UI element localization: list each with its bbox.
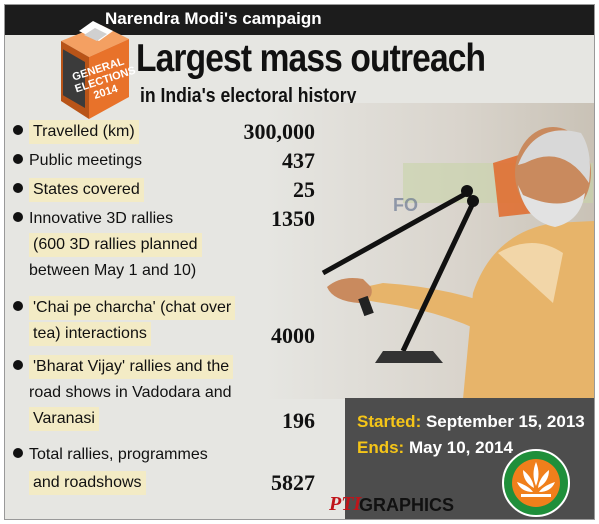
bjp-lotus-icon	[501, 448, 571, 518]
ballot-box-icon: GENERAL ELECTIONS 2014	[21, 15, 137, 125]
page-title: Largest mass outreach	[136, 37, 486, 80]
stat-value: 4000	[271, 323, 315, 348]
list-item: 'Chai pe charcha' (chat over tea) intera…	[5, 293, 335, 349]
list-item: Travelled (km) 300,000	[5, 117, 335, 144]
stat-value: 196	[282, 408, 315, 433]
list-item: Public meetings 437	[5, 146, 335, 173]
start-date: Started: September 15, 2013	[357, 412, 585, 431]
credit-text: GRAPHICS	[359, 495, 455, 515]
stat-label: Public meetings	[29, 152, 142, 169]
stat-label-line: between May 1 and 10)	[29, 262, 197, 279]
bullet-icon	[13, 301, 23, 311]
pti-logo: PTI	[329, 493, 362, 515]
infographic: Narendra Modi's campaign GENERAL ELECTIO…	[4, 4, 595, 520]
bullet-icon	[13, 154, 23, 164]
speaker-photo: FO	[263, 103, 594, 399]
page-subtitle: in India's electoral history	[140, 85, 357, 107]
stat-value: 300,000	[243, 119, 316, 144]
bullet-icon	[13, 125, 23, 135]
stat-value: 1350	[271, 206, 315, 231]
stat-label: Innovative 3D rallies	[29, 210, 174, 227]
stat-value: 5827	[271, 470, 315, 495]
pti-graphics-credit: PTI GRAPHICS	[329, 489, 459, 519]
campaign-header: Narendra Modi's campaign	[105, 9, 322, 28]
stat-label-line: (600 3D rallies planned	[29, 233, 202, 257]
stat-label-line: and roadshows	[29, 471, 146, 495]
svg-text:FO: FO	[393, 195, 418, 215]
bullet-icon	[13, 183, 23, 193]
stat-label: 'Bharat Vijay' rallies and the	[29, 355, 234, 379]
bullet-icon	[13, 212, 23, 222]
list-item: States covered 25	[5, 175, 335, 202]
campaign-dates-panel: Started: September 15, 2013 Ends: May 10…	[345, 398, 594, 519]
stat-label: 'Chai pe charcha' (chat over	[29, 296, 236, 320]
list-item: Total rallies, programmes and roadshows …	[5, 440, 335, 496]
stat-label-line: tea) interactions	[29, 322, 151, 346]
end-date: Ends: May 10, 2014	[357, 438, 513, 457]
list-item: 'Bharat Vijay' rallies and the road show…	[5, 352, 335, 436]
bullet-icon	[13, 360, 23, 370]
stat-label: States covered	[29, 178, 144, 202]
stat-label: Total rallies, programmes	[29, 446, 208, 463]
stat-label: Travelled (km)	[29, 120, 139, 144]
list-item: Innovative 3D rallies (600 3D rallies pl…	[5, 204, 335, 288]
stat-value: 437	[282, 148, 315, 173]
stat-label-line: road shows in Vadodara and	[29, 384, 232, 401]
stat-label-line: Varanasi	[29, 407, 99, 431]
bullet-icon	[13, 448, 23, 458]
stat-value: 25	[293, 177, 315, 202]
